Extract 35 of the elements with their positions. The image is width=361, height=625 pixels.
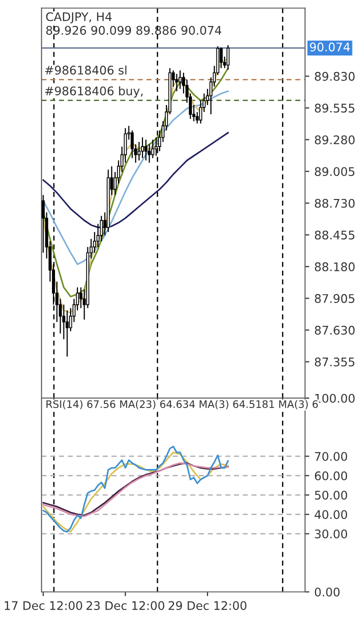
candlestick <box>151 139 154 159</box>
y-tick-label: 60.00 <box>314 471 348 480</box>
y-tick-label: 87.355 <box>314 358 354 366</box>
y-tick-label: 88.730 <box>314 198 355 208</box>
y-tick-label: 0.00 <box>314 588 340 597</box>
y-tick-label: 89.005 <box>314 167 354 176</box>
candlestick <box>130 130 134 159</box>
candlestick <box>178 70 182 90</box>
x-tick-label: 29 Dec 12:00 <box>168 601 246 610</box>
line-series <box>42 132 229 228</box>
y-tick-label: 87.630 <box>314 326 355 335</box>
candlestick <box>220 46 223 69</box>
ref-line-label: #98618406 sl <box>45 65 126 75</box>
y-tick-label: 50.00 <box>314 490 348 500</box>
candlestick <box>138 141 141 161</box>
y-tick-label: 30.00 <box>314 529 348 538</box>
y-tick-label: 89.280 <box>314 135 355 144</box>
y-tick-label: 87.905 <box>314 294 354 303</box>
y-tick-label: 40.00 <box>314 510 348 520</box>
ref-line-label: 90.074 <box>310 42 350 52</box>
candlestick <box>175 73 178 92</box>
x-tick-label: 17 Dec 12:00 <box>4 601 82 610</box>
y-tick-label: 89.555 <box>314 104 354 113</box>
candlestick <box>148 144 151 164</box>
ref-line-label: #98618406 buy, <box>45 86 143 98</box>
candlestick <box>140 136 144 159</box>
text: 89.926 90.099 89.886 90.074 <box>46 26 222 35</box>
candlestick <box>226 44 230 70</box>
x-tick-label: 23 Dec 12:00 <box>86 601 164 610</box>
y-tick-label: 89.830 <box>314 72 355 81</box>
y-tick-label: 70.00 <box>315 452 348 461</box>
y-tick-label: 88.455 <box>314 230 354 240</box>
candlestick <box>144 139 148 161</box>
y-tick-label: 88.180 <box>314 262 355 272</box>
chart-title: CADJPY, H4 <box>46 12 112 24</box>
